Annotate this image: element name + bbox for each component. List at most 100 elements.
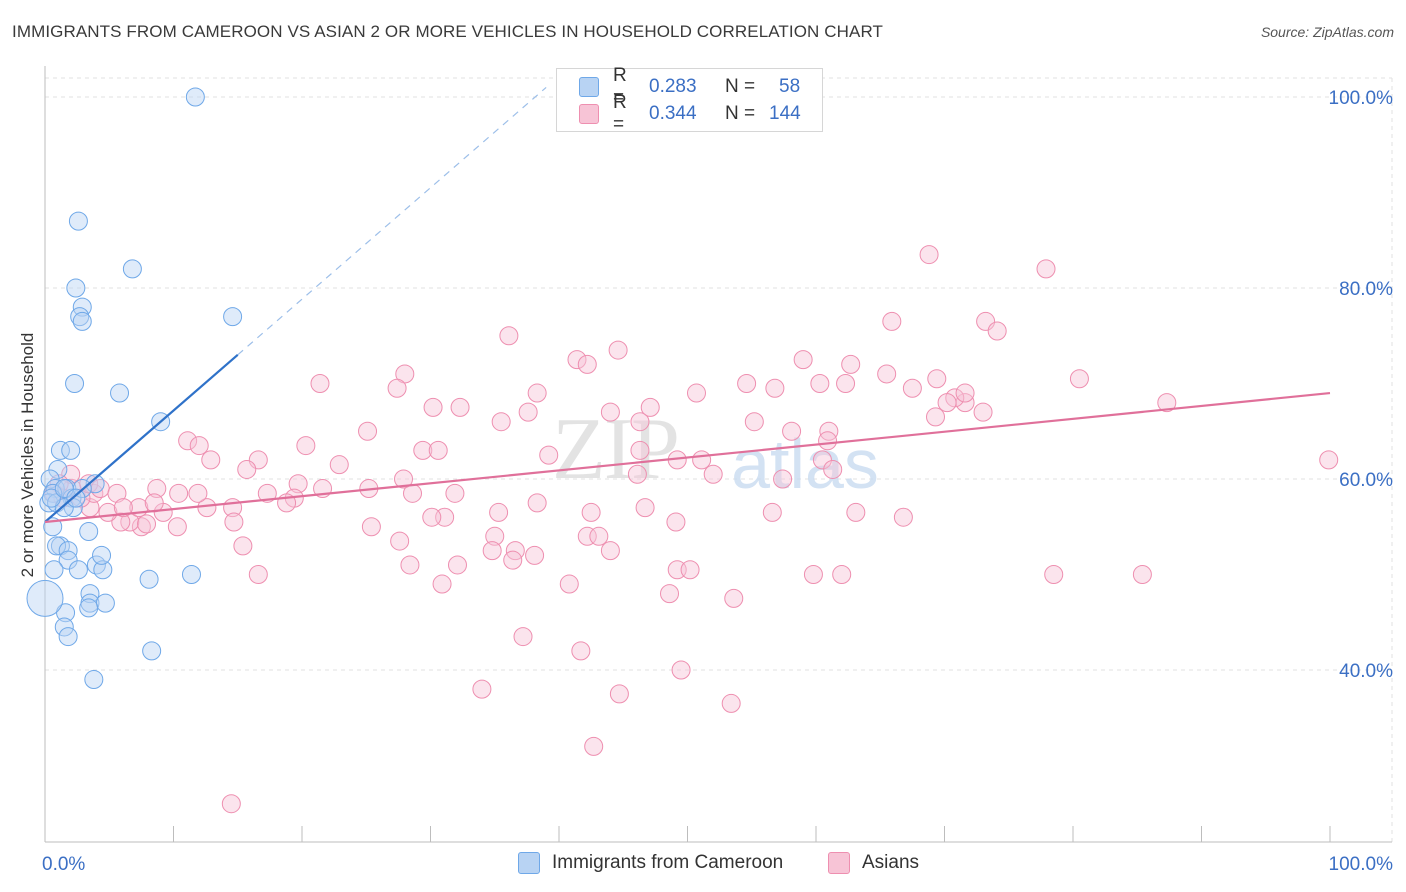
- data-point-cameroon: [58, 541, 78, 561]
- data-point-cameroon: [142, 641, 162, 661]
- trend-lines: [44, 86, 1331, 524]
- data-point-asians: [1036, 259, 1056, 279]
- data-point-asians: [394, 469, 414, 489]
- legend-r-value: 0.344: [649, 103, 697, 124]
- data-point-asians: [513, 627, 533, 647]
- data-point-asians: [1319, 450, 1339, 470]
- data-point-cameroon: [85, 474, 105, 494]
- data-point-asians: [233, 536, 253, 556]
- data-point-asians: [630, 412, 650, 432]
- data-point-cameroon: [58, 627, 78, 647]
- watermark-atlas: atlas: [731, 425, 879, 503]
- data-point-asians: [447, 555, 467, 575]
- data-point-asians: [189, 436, 209, 456]
- data-point-asians: [503, 550, 523, 570]
- legend-label-asians: Asians: [862, 852, 920, 873]
- data-point-asians: [147, 479, 167, 499]
- data-point-asians: [131, 517, 151, 537]
- data-point-asians: [823, 459, 843, 479]
- data-point-cameroon: [122, 259, 142, 279]
- data-point-asians: [296, 436, 316, 456]
- data-point-asians: [167, 517, 187, 537]
- data-point-cameroon: [72, 311, 92, 331]
- data-point-asians: [846, 502, 866, 522]
- x-tick-label: 100.0%: [1329, 854, 1394, 875]
- data-point-cameroon: [54, 617, 74, 637]
- data-point-cameroon: [139, 569, 159, 589]
- data-point-cameroon: [40, 469, 60, 489]
- data-point-asians: [169, 483, 189, 503]
- asians-points: [44, 245, 1339, 814]
- data-point-asians: [288, 474, 308, 494]
- legend-swatch-pink: [828, 852, 850, 874]
- data-point-cameroon: [66, 278, 86, 298]
- trend-line-cameroon-extension: [237, 86, 547, 356]
- legend-n-label: N =: [725, 76, 756, 97]
- data-point-asians: [640, 397, 660, 417]
- data-point-asians: [773, 469, 793, 489]
- data-point-asians: [836, 374, 856, 393]
- legend-item-cameroon[interactable]: Immigrants from Cameroon: [518, 852, 783, 874]
- data-point-cameroon: [92, 545, 112, 565]
- legend-n-label: N =: [725, 103, 756, 124]
- cameroon-points: [26, 87, 243, 690]
- data-point-asians: [400, 555, 420, 575]
- legend-item-asians[interactable]: Asians: [828, 852, 919, 874]
- data-point-asians: [927, 369, 947, 389]
- data-point-asians: [485, 526, 505, 546]
- data-point-asians: [527, 383, 547, 403]
- data-point-asians: [248, 565, 268, 584]
- data-point-cameroon: [48, 459, 68, 479]
- data-point-cameroon: [93, 560, 113, 580]
- data-point-asians: [926, 407, 946, 427]
- data-point-asians: [423, 397, 443, 417]
- legend-swatch-blue: [518, 852, 540, 874]
- correlation-legend: R = 0.283 N = 58 R = 0.344 N = 144: [556, 65, 823, 135]
- data-point-asians: [559, 574, 579, 594]
- legend-row-asians: R = 0.344 N = 144: [579, 92, 801, 135]
- legend-r-value: 0.283: [649, 76, 697, 97]
- y-tick-label: 40.0%: [1339, 661, 1393, 682]
- data-point-asians: [577, 354, 597, 374]
- data-point-asians: [581, 502, 601, 522]
- y-tick-labels: 40.0% 60.0% 80.0% 100.0%: [1329, 88, 1394, 682]
- chart-title: IMMIGRANTS FROM CAMEROON VS ASIAN 2 OR M…: [12, 22, 884, 41]
- data-point-asians: [1157, 393, 1177, 413]
- trend-line-cameroon: [44, 354, 239, 523]
- legend-swatch-blue: [579, 77, 599, 97]
- data-point-asians: [403, 483, 423, 503]
- data-point-asians: [765, 378, 785, 398]
- data-point-cameroon: [84, 670, 104, 690]
- data-point-asians: [188, 483, 208, 503]
- legend-swatch-pink: [579, 104, 599, 124]
- data-point-asians: [491, 412, 511, 432]
- axes: [44, 66, 1392, 843]
- data-point-asians: [793, 350, 813, 370]
- data-point-asians: [428, 440, 448, 460]
- data-point-asians: [1044, 565, 1064, 584]
- data-point-asians: [422, 507, 442, 527]
- trend-line-asians: [44, 391, 1331, 524]
- data-point-asians: [567, 350, 587, 370]
- data-point-cameroon: [68, 560, 88, 580]
- data-point-asians: [482, 541, 502, 561]
- data-point-asians: [919, 245, 939, 265]
- data-point-asians: [744, 412, 764, 432]
- data-point-asians: [600, 541, 620, 561]
- data-point-asians: [329, 455, 349, 475]
- data-point-cameroon: [65, 374, 85, 393]
- data-point-cameroon: [181, 565, 201, 584]
- data-point-asians: [1132, 565, 1152, 584]
- data-point-asians: [201, 450, 221, 470]
- data-point-cameroon: [79, 522, 99, 542]
- data-point-asians: [680, 560, 700, 580]
- data-point-cameroon: [26, 579, 64, 617]
- data-point-asians: [472, 679, 492, 699]
- data-point-asians: [841, 354, 861, 374]
- data-point-asians: [450, 397, 470, 417]
- data-point-asians: [577, 526, 597, 546]
- data-point-asians: [877, 364, 897, 384]
- legend-n-value: 58: [779, 76, 801, 97]
- data-point-asians: [589, 526, 609, 546]
